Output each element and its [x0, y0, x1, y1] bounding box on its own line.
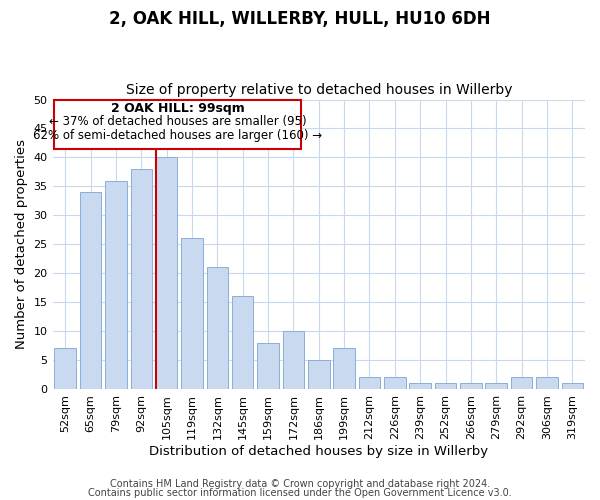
Bar: [460, 383, 482, 389]
Text: ← 37% of detached houses are smaller (95): ← 37% of detached houses are smaller (95…: [49, 115, 306, 128]
Bar: [435, 383, 457, 389]
Text: Contains public sector information licensed under the Open Government Licence v3: Contains public sector information licen…: [88, 488, 512, 498]
X-axis label: Distribution of detached houses by size in Willerby: Distribution of detached houses by size …: [149, 444, 488, 458]
Bar: [511, 378, 532, 389]
Bar: [409, 383, 431, 389]
Bar: [334, 348, 355, 389]
Bar: [562, 383, 583, 389]
Bar: [308, 360, 329, 389]
Bar: [536, 378, 558, 389]
Bar: [485, 383, 507, 389]
Bar: [384, 378, 406, 389]
Bar: [206, 268, 228, 389]
Title: Size of property relative to detached houses in Willerby: Size of property relative to detached ho…: [125, 83, 512, 97]
Bar: [181, 238, 203, 389]
Bar: [55, 348, 76, 389]
Bar: [257, 342, 279, 389]
Text: 2, OAK HILL, WILLERBY, HULL, HU10 6DH: 2, OAK HILL, WILLERBY, HULL, HU10 6DH: [109, 10, 491, 28]
Text: 2 OAK HILL: 99sqm: 2 OAK HILL: 99sqm: [110, 102, 244, 114]
Bar: [359, 378, 380, 389]
Text: 62% of semi-detached houses are larger (160) →: 62% of semi-detached houses are larger (…: [33, 129, 322, 142]
Bar: [131, 169, 152, 389]
Bar: [283, 331, 304, 389]
Bar: [80, 192, 101, 389]
Y-axis label: Number of detached properties: Number of detached properties: [15, 140, 28, 350]
Text: Contains HM Land Registry data © Crown copyright and database right 2024.: Contains HM Land Registry data © Crown c…: [110, 479, 490, 489]
Bar: [105, 180, 127, 389]
Bar: [232, 296, 253, 389]
Bar: [156, 158, 178, 389]
FancyBboxPatch shape: [54, 100, 301, 149]
